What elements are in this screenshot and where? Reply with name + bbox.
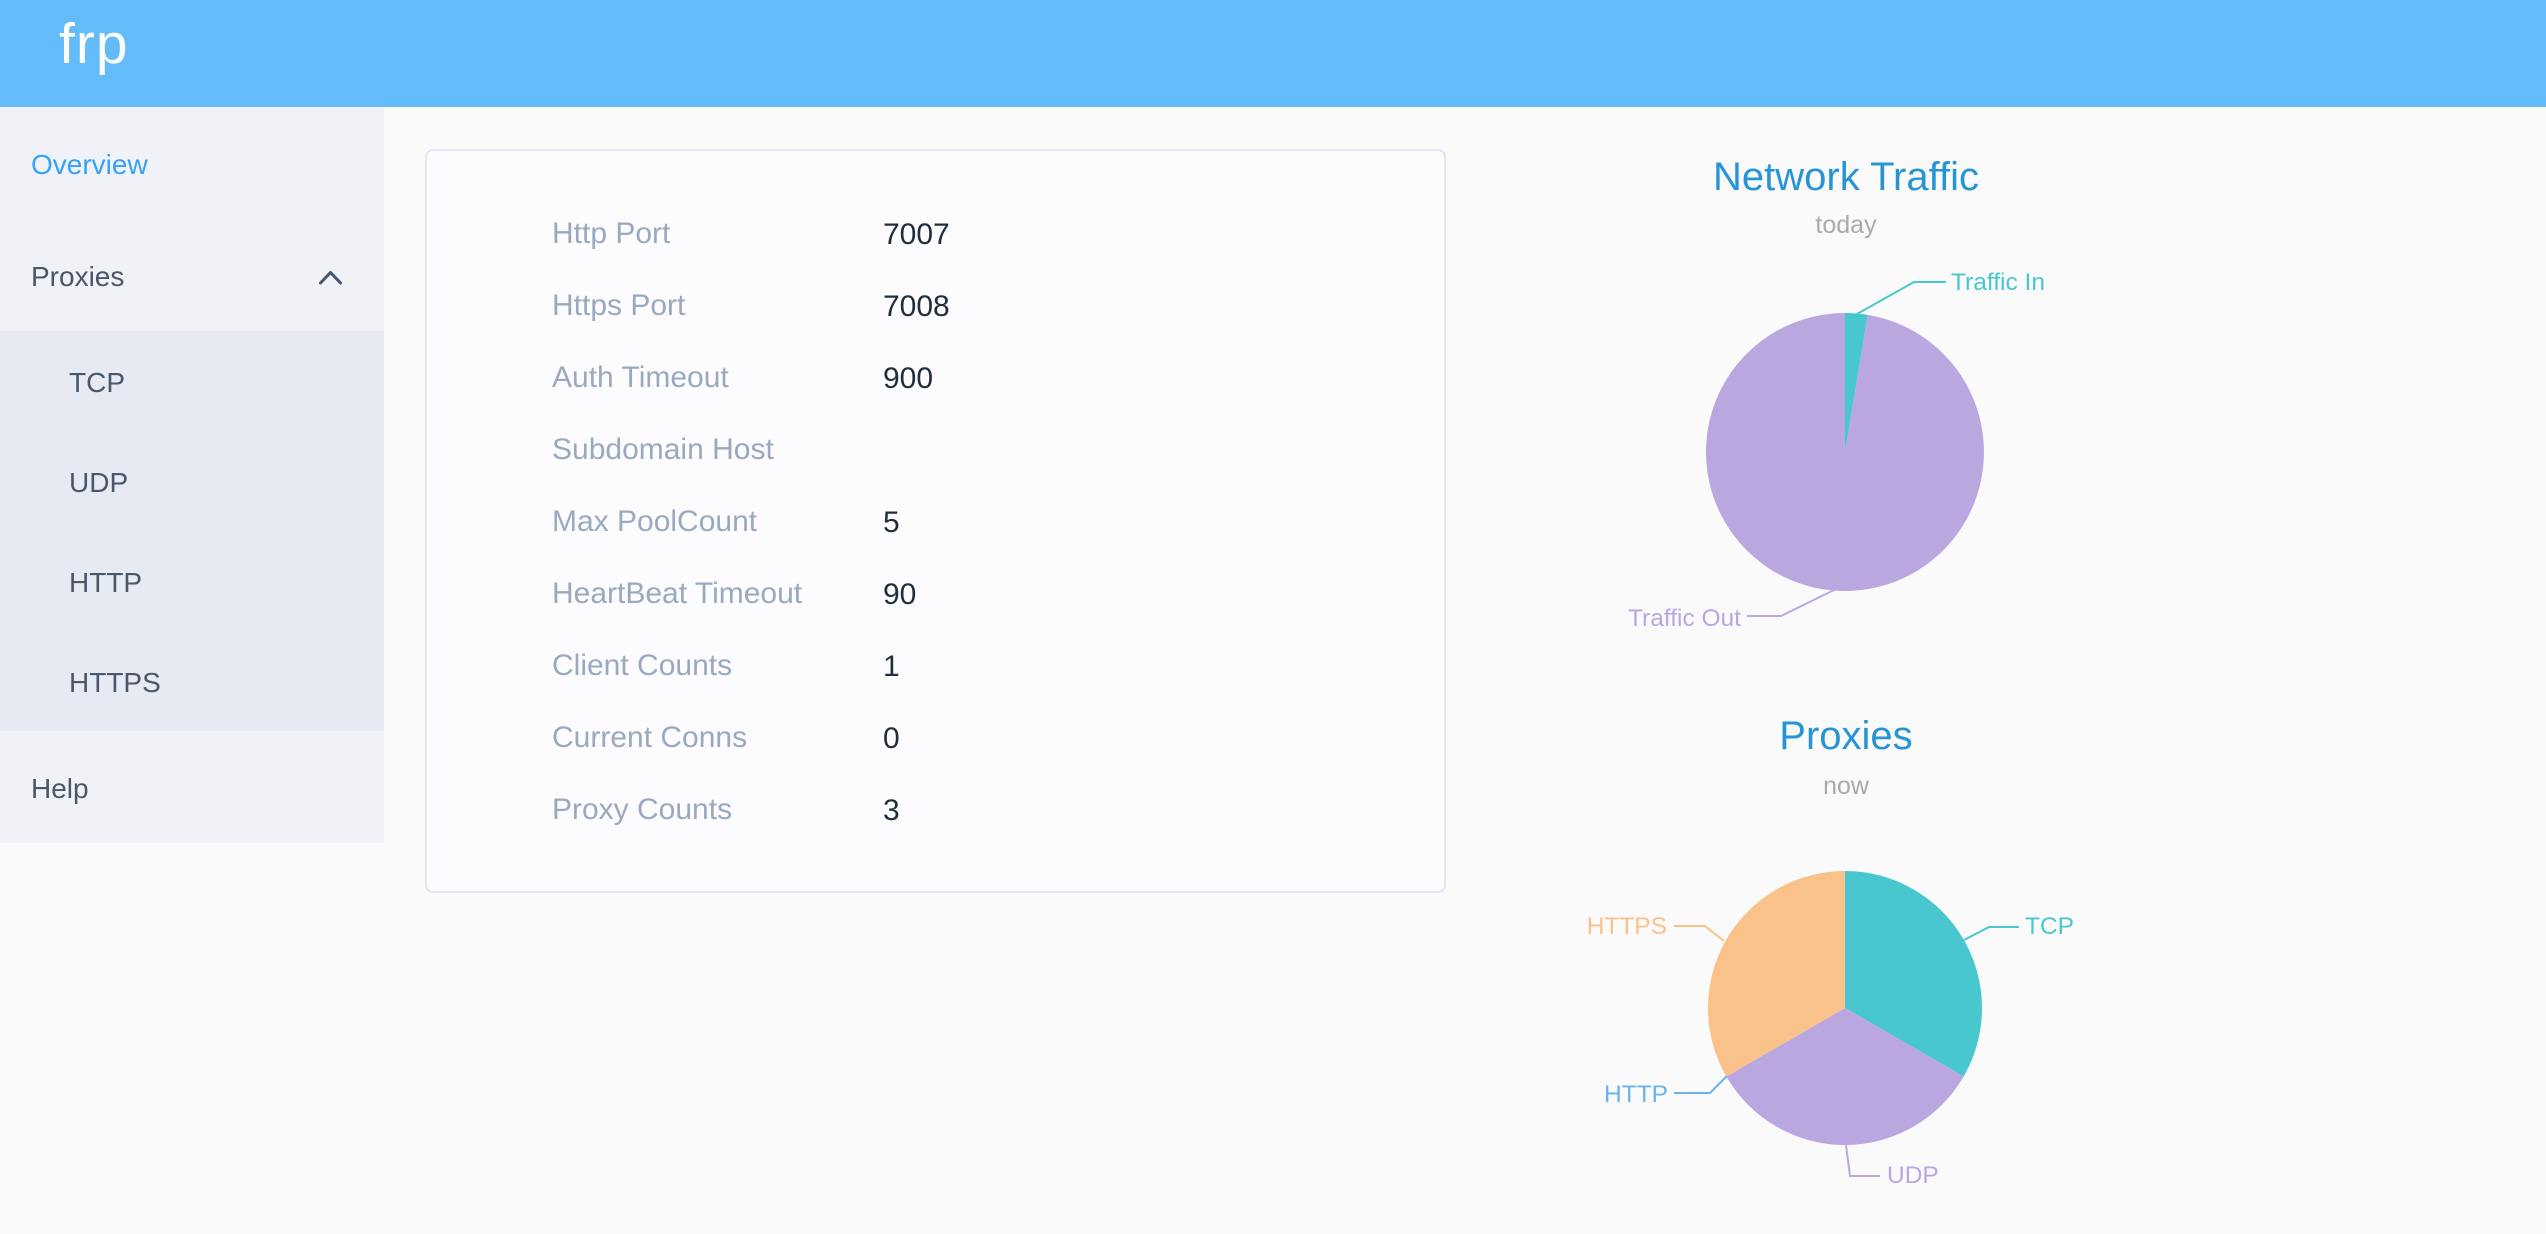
- svg-text:TCP: TCP: [2025, 913, 2074, 940]
- svg-text:HTTP: HTTP: [1604, 1081, 1668, 1108]
- svg-text:HTTPS: HTTPS: [1587, 913, 1667, 940]
- svg-text:Proxies: Proxies: [1779, 714, 1912, 758]
- svg-text:Traffic In: Traffic In: [1951, 269, 2045, 296]
- svg-text:Network Traffic: Network Traffic: [1713, 155, 1979, 199]
- svg-text:UDP: UDP: [1887, 1162, 1939, 1189]
- svg-text:now: now: [1823, 772, 1870, 800]
- svg-text:today: today: [1815, 211, 1877, 239]
- svg-text:Traffic Out: Traffic Out: [1628, 605, 1741, 632]
